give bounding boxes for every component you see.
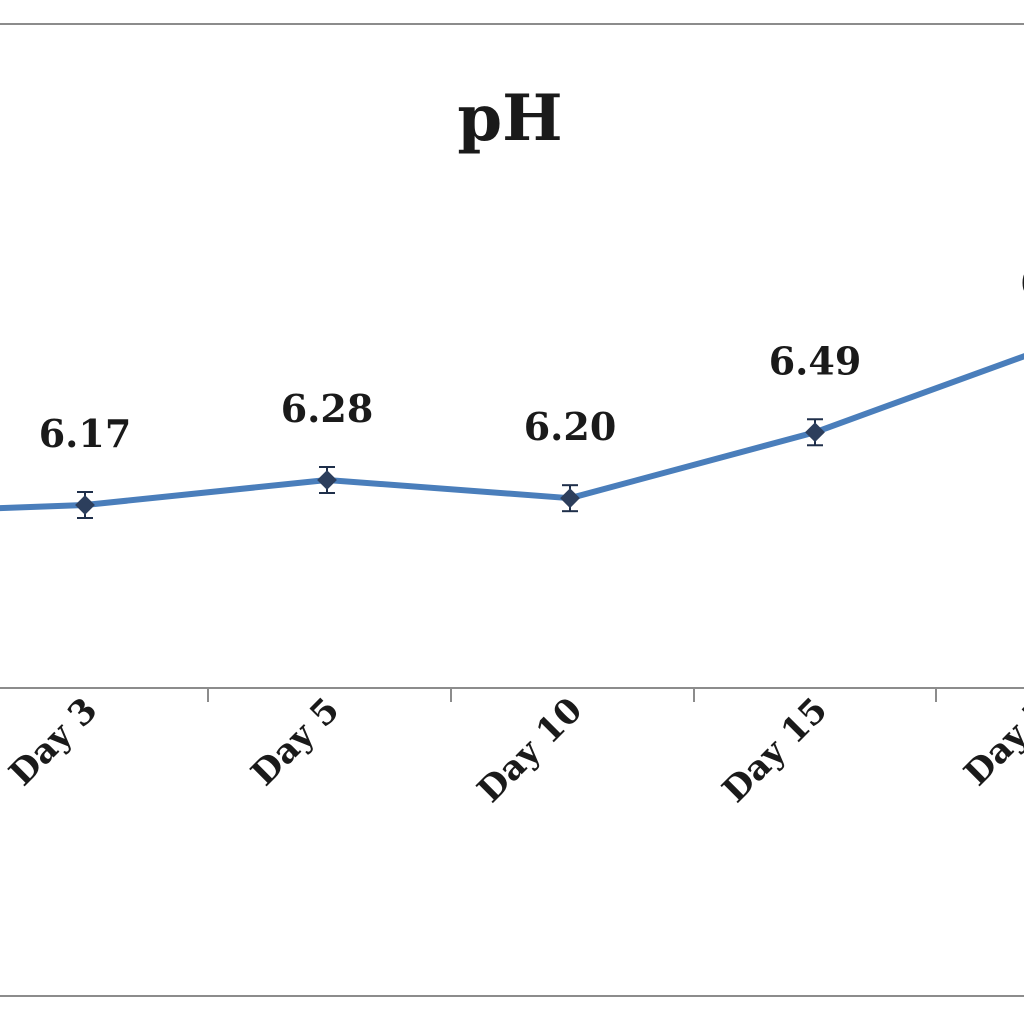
series-line xyxy=(0,353,1024,512)
data-point-marker xyxy=(317,470,337,490)
data-label: 6.20 xyxy=(524,404,617,449)
data-label: 6.17 xyxy=(39,411,132,456)
data-point-marker xyxy=(560,488,580,509)
chart-title: pH xyxy=(457,81,562,156)
data-point-marker xyxy=(75,495,95,515)
data-labels: 6.17 6.28 6.20 6.49 6. xyxy=(39,260,1024,456)
data-label: 6.28 xyxy=(281,386,374,431)
data-point-marker xyxy=(805,422,825,443)
data-label: 6.49 xyxy=(769,338,862,383)
data-label: 6. xyxy=(1020,260,1024,305)
chart-border xyxy=(0,23,1024,997)
series-group xyxy=(0,353,1024,520)
x-axis-ticks xyxy=(207,688,937,702)
